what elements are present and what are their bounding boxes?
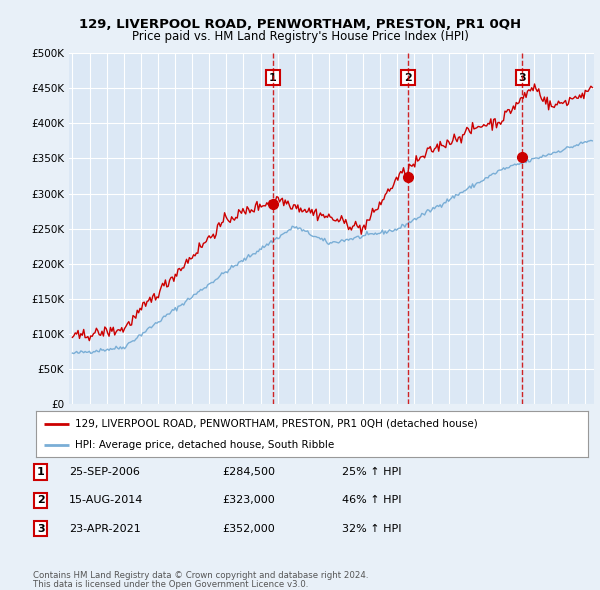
Text: 15-AUG-2014: 15-AUG-2014 [69,496,143,505]
Text: Price paid vs. HM Land Registry's House Price Index (HPI): Price paid vs. HM Land Registry's House … [131,30,469,43]
Text: 25% ↑ HPI: 25% ↑ HPI [342,467,401,477]
Text: 1: 1 [37,467,44,477]
Text: £352,000: £352,000 [222,524,275,533]
Text: 129, LIVERPOOL ROAD, PENWORTHAM, PRESTON, PR1 0QH: 129, LIVERPOOL ROAD, PENWORTHAM, PRESTON… [79,18,521,31]
Text: 2: 2 [404,73,412,83]
Text: 25-SEP-2006: 25-SEP-2006 [69,467,140,477]
Text: 129, LIVERPOOL ROAD, PENWORTHAM, PRESTON, PR1 0QH (detached house): 129, LIVERPOOL ROAD, PENWORTHAM, PRESTON… [74,419,478,429]
Text: 32% ↑ HPI: 32% ↑ HPI [342,524,401,533]
Text: 3: 3 [518,73,526,83]
Text: 2: 2 [37,496,44,505]
Text: £284,500: £284,500 [222,467,275,477]
Text: 46% ↑ HPI: 46% ↑ HPI [342,496,401,505]
Text: 23-APR-2021: 23-APR-2021 [69,524,141,533]
Text: £323,000: £323,000 [222,496,275,505]
Text: Contains HM Land Registry data © Crown copyright and database right 2024.: Contains HM Land Registry data © Crown c… [33,571,368,580]
Text: 3: 3 [37,524,44,533]
Text: This data is licensed under the Open Government Licence v3.0.: This data is licensed under the Open Gov… [33,579,308,589]
Text: 1: 1 [269,73,277,83]
Text: HPI: Average price, detached house, South Ribble: HPI: Average price, detached house, Sout… [74,440,334,450]
